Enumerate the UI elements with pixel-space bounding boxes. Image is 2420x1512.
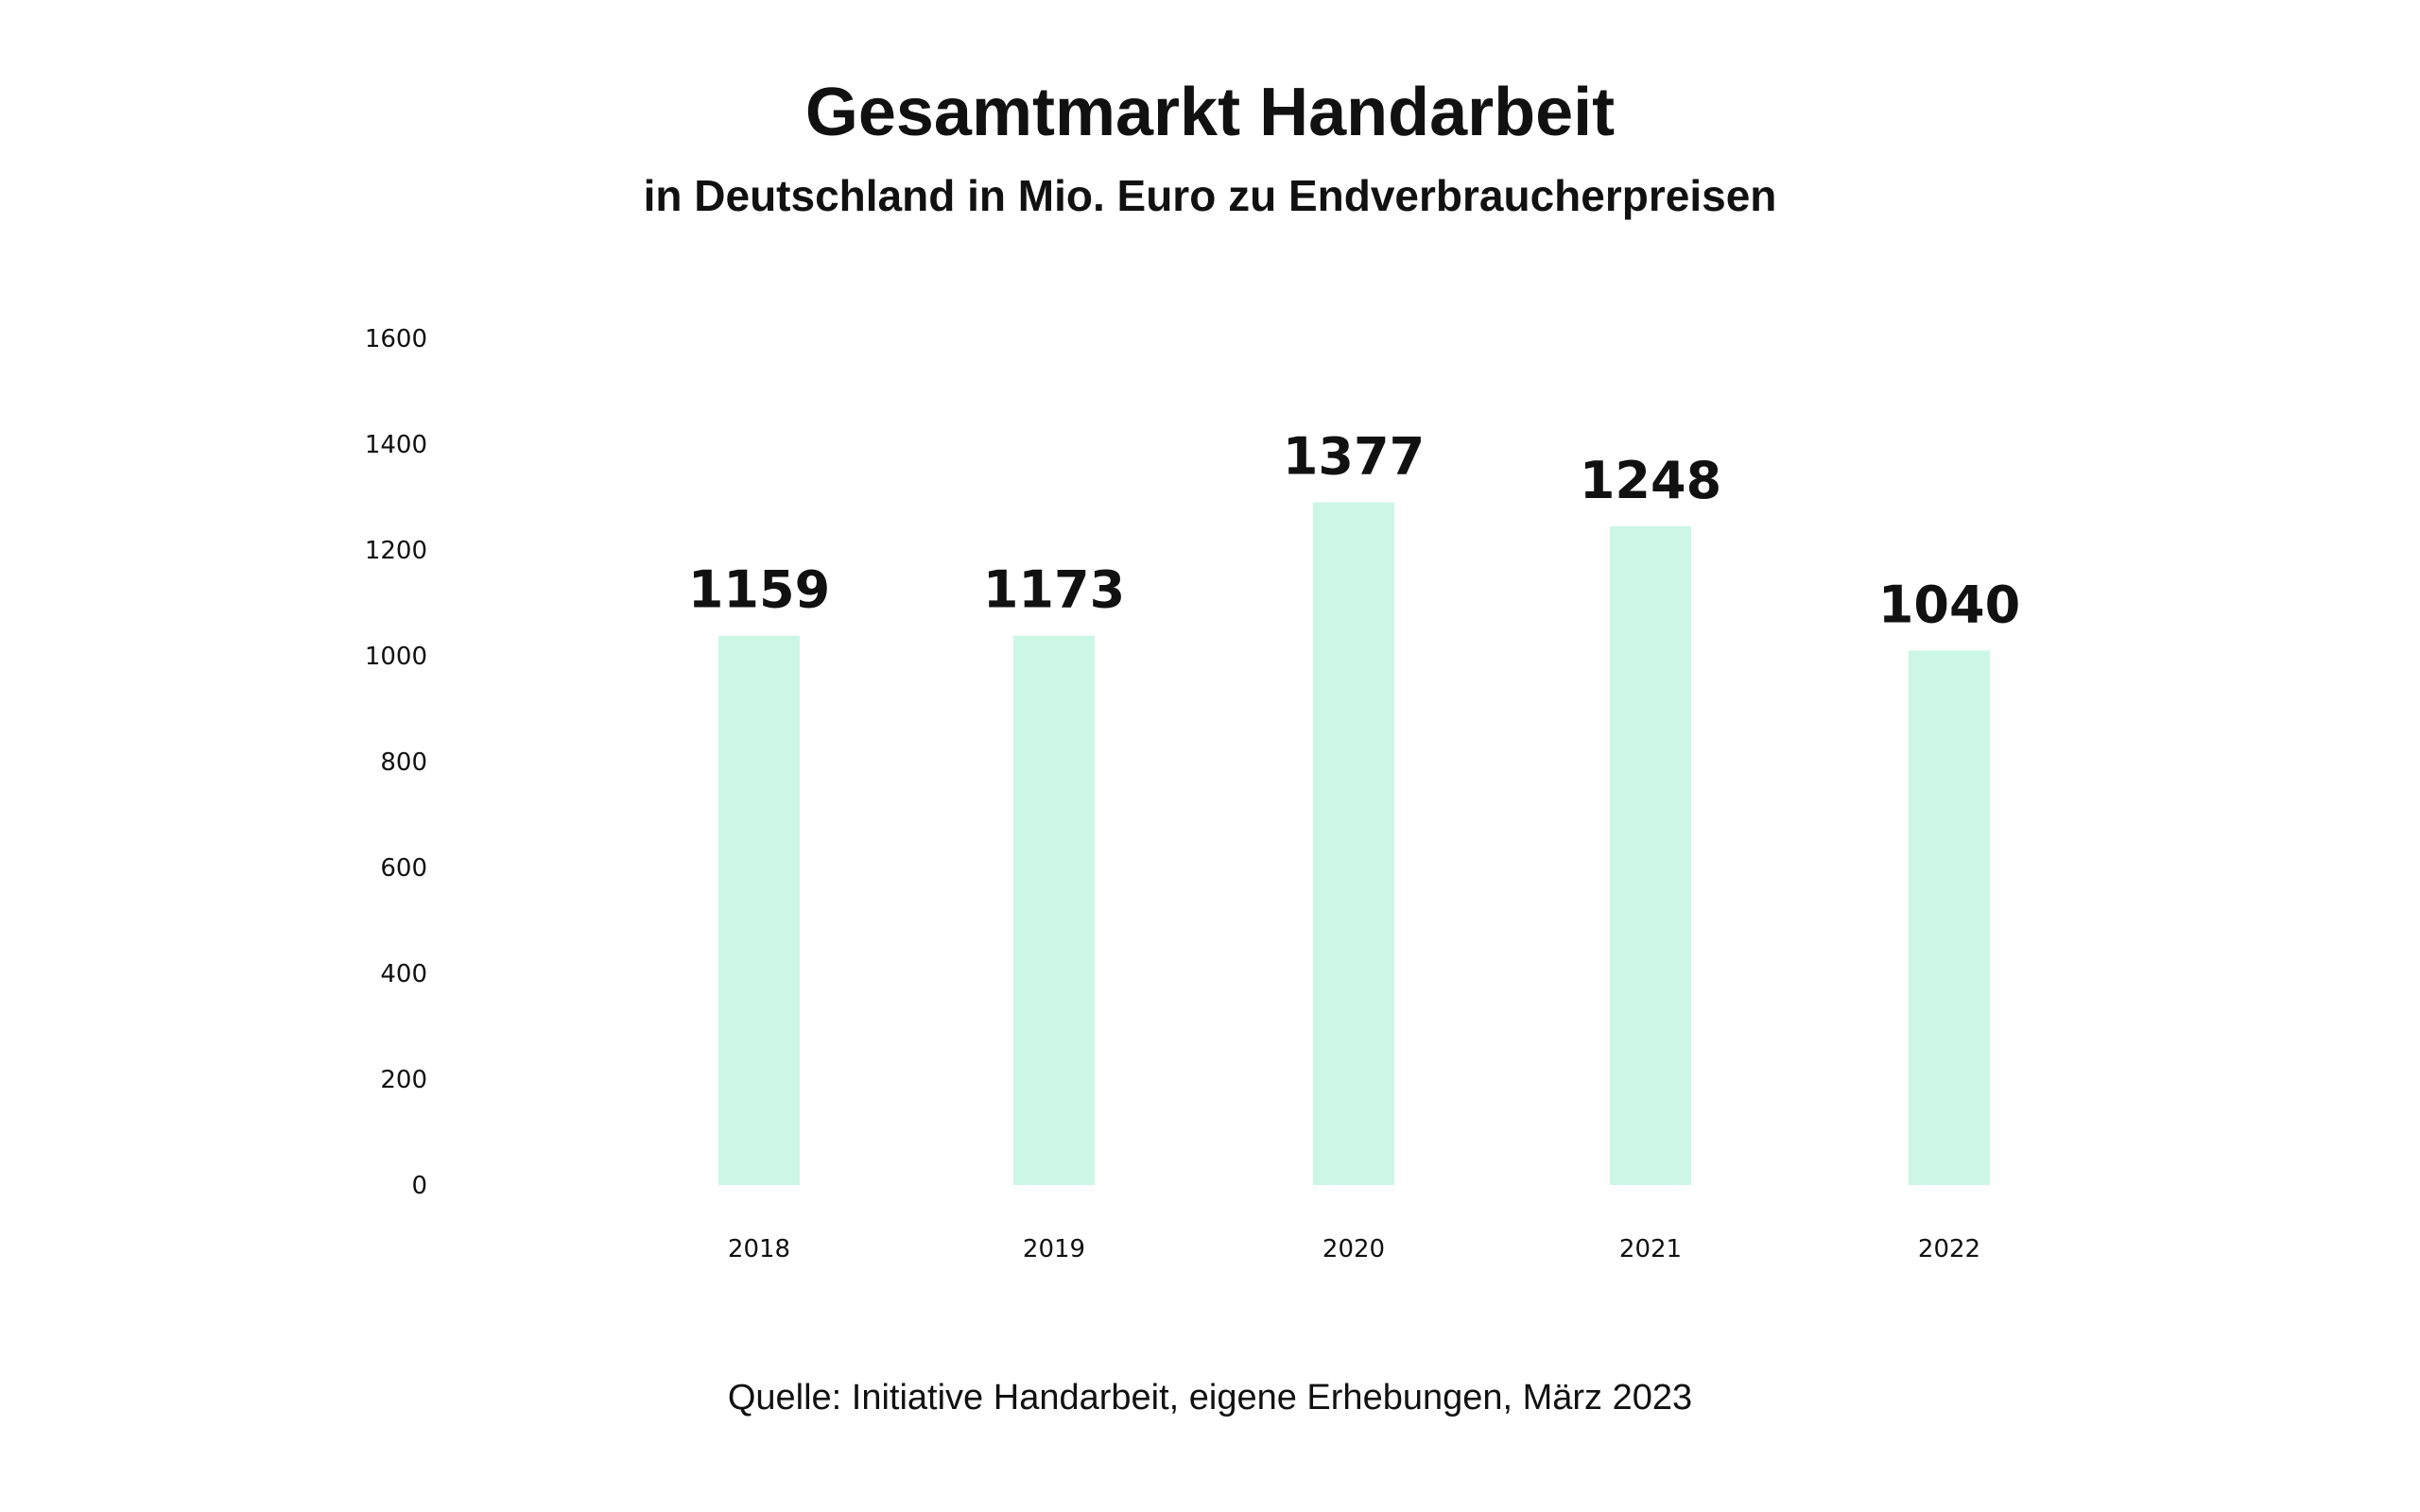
y-tick-label: 0 <box>411 1172 427 1200</box>
y-tick-label: 1600 <box>365 325 427 353</box>
bar-2018 <box>718 636 800 1185</box>
y-tick-label: 600 <box>380 854 427 883</box>
bars <box>718 503 1990 1185</box>
x-tick-label: 2021 <box>1619 1235 1682 1263</box>
x-axis-labels: 2018 2019 2020 2021 2022 <box>728 1235 1980 1263</box>
y-tick-label: 1000 <box>365 643 427 671</box>
x-tick-label: 2019 <box>1023 1235 1085 1263</box>
y-tick-label: 1400 <box>365 431 427 459</box>
y-tick-label: 400 <box>380 960 427 988</box>
bar-2021 <box>1610 526 1691 1185</box>
bar-2020 <box>1313 503 1394 1185</box>
x-tick-label: 2022 <box>1918 1235 1980 1263</box>
value-label: 1159 <box>688 560 830 620</box>
y-tick-label: 1200 <box>365 537 427 565</box>
y-tick-label: 800 <box>380 748 427 777</box>
y-axis-ticks: 0 200 400 600 800 1000 1200 1400 1600 <box>365 325 427 1200</box>
value-label: 1040 <box>1878 575 2020 634</box>
value-label: 1377 <box>1283 427 1425 487</box>
y-tick-label: 200 <box>380 1066 427 1094</box>
x-tick-label: 2018 <box>728 1235 790 1263</box>
value-label: 1248 <box>1580 451 1721 510</box>
bar-2019 <box>1013 636 1095 1185</box>
source-note: Quelle: Initiative Handarbeit, eigene Er… <box>0 1378 2420 1418</box>
x-tick-label: 2020 <box>1322 1235 1385 1263</box>
bar-2022 <box>1909 650 1990 1185</box>
value-label: 1173 <box>983 560 1125 620</box>
